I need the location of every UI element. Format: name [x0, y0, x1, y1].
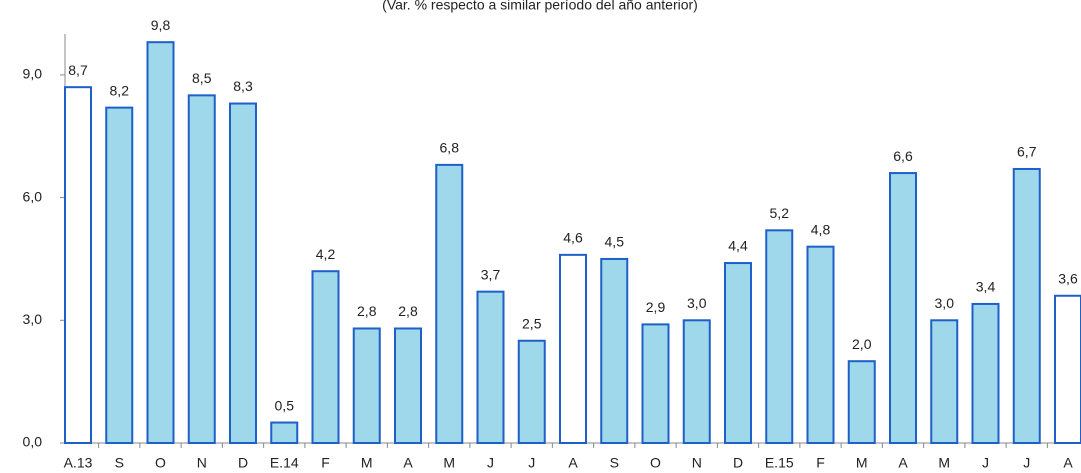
y-tick-label: 9,0	[23, 66, 43, 82]
value-label: 3,0	[935, 295, 955, 311]
bar	[187, 94, 216, 444]
bar	[682, 319, 711, 444]
bar	[435, 163, 464, 444]
x-tick-label: F	[816, 455, 825, 471]
x-tick-label: A	[403, 455, 413, 471]
value-label: 2,8	[357, 303, 377, 319]
bar	[600, 257, 629, 445]
y-tick-label: 6,0	[23, 188, 43, 204]
x-tick-label: F	[321, 455, 330, 471]
x-tick-label: J	[487, 455, 494, 471]
x-tick-label: E.14	[270, 455, 299, 471]
bar	[889, 172, 917, 444]
value-label: 8,7	[68, 62, 88, 78]
value-label: 4,2	[316, 246, 336, 262]
value-label: 6,6	[893, 148, 913, 164]
x-tick-label: O	[155, 455, 166, 471]
x-tick-label: A.13	[64, 455, 93, 471]
value-label: 8,2	[110, 82, 130, 98]
value-label: 4,8	[811, 221, 831, 237]
y-tick-label: 0,0	[23, 434, 43, 450]
bar	[971, 302, 1000, 444]
value-label: 4,4	[728, 238, 748, 254]
x-tick-label: E.15	[765, 455, 794, 471]
chart-title: (Var. % respecto a similar período del a…	[382, 0, 698, 13]
bar	[847, 360, 876, 445]
bar	[1054, 294, 1081, 445]
x-tick-label: S	[610, 455, 619, 471]
bar	[476, 290, 505, 445]
x-tick-label: O	[650, 455, 661, 471]
value-label: 3,6	[1058, 270, 1078, 286]
value-label: 8,5	[192, 70, 212, 86]
x-tick-label: J	[982, 455, 989, 471]
bar	[229, 102, 257, 444]
bar	[765, 229, 794, 444]
x-tick-label: A	[898, 455, 908, 471]
bar	[311, 270, 340, 444]
y-tick-label: 3,0	[23, 311, 43, 327]
x-tick-label: A	[568, 455, 578, 471]
x-tick-label: J	[528, 455, 535, 471]
value-label: 3,7	[481, 266, 501, 282]
bar	[806, 245, 835, 444]
bar	[724, 262, 752, 445]
value-label: 3,0	[687, 295, 707, 311]
value-label: 9,8	[151, 17, 171, 33]
bar	[641, 323, 670, 445]
bar	[394, 327, 422, 445]
x-tick-label: M	[856, 455, 868, 471]
value-label: 0,5	[275, 397, 295, 413]
value-label: 6,8	[440, 140, 460, 156]
x-tick-label: N	[197, 455, 207, 471]
value-label: 8,3	[233, 78, 253, 94]
x-tick-label: M	[938, 455, 950, 471]
value-label: 2,0	[852, 336, 872, 352]
bar	[270, 421, 299, 444]
value-label: 2,8	[398, 303, 418, 319]
bar	[517, 339, 546, 444]
bar	[352, 327, 381, 445]
value-label: 6,7	[1017, 144, 1037, 160]
bar	[64, 86, 92, 444]
bar	[559, 253, 587, 444]
value-label: 3,4	[976, 279, 996, 295]
bar	[1012, 167, 1041, 444]
bar	[146, 41, 175, 445]
x-tick-label: D	[733, 455, 743, 471]
value-label: 5,2	[770, 205, 790, 221]
x-tick-label: A	[1063, 455, 1073, 471]
x-tick-label: J	[1023, 455, 1030, 471]
value-label: 4,5	[605, 234, 625, 250]
bar	[930, 319, 959, 444]
value-label: 2,5	[522, 315, 542, 331]
bar	[105, 106, 134, 445]
x-tick-label: M	[443, 455, 455, 471]
value-label: 4,6	[563, 230, 583, 246]
x-tick-label: S	[115, 455, 124, 471]
x-tick-label: N	[692, 455, 702, 471]
value-label: 2,9	[646, 299, 666, 315]
x-tick-label: M	[361, 455, 373, 471]
x-tick-label: D	[238, 455, 248, 471]
